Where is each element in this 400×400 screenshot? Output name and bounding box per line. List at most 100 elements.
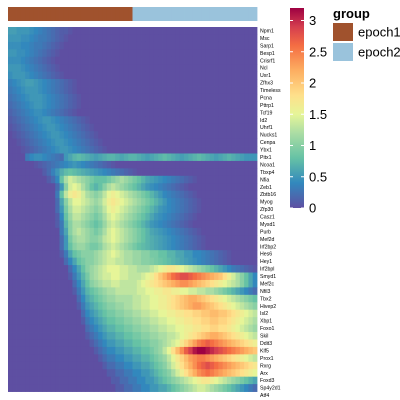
heatmap-cell bbox=[175, 27, 181, 35]
heatmap-cell bbox=[63, 250, 69, 259]
heatmap-cell bbox=[205, 190, 211, 199]
heatmap-cell bbox=[98, 71, 103, 80]
heatmap-cell bbox=[29, 324, 35, 333]
heatmap-cell bbox=[93, 71, 99, 80]
heatmap-cell bbox=[12, 64, 17, 73]
group-annotation-cell bbox=[235, 7, 241, 21]
heatmap-cell bbox=[149, 302, 155, 311]
heatmap-cell bbox=[72, 190, 78, 199]
heatmap-cell bbox=[29, 287, 35, 296]
heatmap-cell bbox=[38, 354, 43, 363]
heatmap-cell bbox=[145, 324, 151, 333]
heatmap-cell bbox=[218, 49, 224, 58]
heatmap-cell bbox=[145, 123, 151, 132]
heatmap-cell bbox=[111, 138, 116, 147]
heatmap-cell bbox=[50, 79, 56, 87]
heatmap-cell bbox=[16, 183, 22, 192]
heatmap-cell bbox=[252, 168, 258, 177]
heatmap-cell bbox=[175, 294, 181, 303]
heatmap-cell bbox=[239, 346, 245, 355]
heatmap-cell bbox=[12, 317, 17, 325]
heatmap-cell bbox=[184, 116, 189, 125]
heatmap-cell bbox=[244, 138, 249, 147]
heatmap-cell bbox=[93, 86, 99, 95]
heatmap-cell bbox=[244, 146, 249, 154]
heatmap-cell bbox=[239, 250, 245, 259]
heatmap-cell bbox=[171, 190, 176, 199]
heatmap-cell bbox=[59, 205, 65, 214]
heatmap-cell bbox=[244, 354, 249, 363]
heatmap-cell bbox=[239, 108, 245, 117]
group-annotation-cell bbox=[205, 7, 211, 21]
heatmap-cell bbox=[214, 257, 219, 266]
group-annotation-cell bbox=[158, 7, 163, 21]
heatmap-cell bbox=[106, 279, 112, 288]
heatmap-cell bbox=[8, 354, 13, 363]
heatmap-cell bbox=[102, 190, 108, 199]
heatmap-cell bbox=[80, 324, 86, 333]
heatmap-cell bbox=[8, 123, 13, 132]
heatmap-cell bbox=[175, 317, 181, 325]
heatmap-cell bbox=[115, 160, 121, 169]
heatmap-cell bbox=[171, 138, 176, 147]
heatmap-cell bbox=[162, 220, 168, 229]
heatmap-cell bbox=[222, 146, 228, 154]
heatmap-cell bbox=[226, 346, 232, 355]
heatmap-cell bbox=[201, 190, 206, 199]
heatmap-cell bbox=[33, 242, 39, 251]
heatmap-cell bbox=[149, 213, 155, 221]
heatmap-cell bbox=[106, 27, 112, 35]
heatmap-cell bbox=[12, 56, 17, 65]
heatmap-cell bbox=[25, 242, 30, 251]
heatmap-cell bbox=[192, 339, 198, 348]
heatmap-cell bbox=[20, 175, 26, 184]
heatmap-cell bbox=[192, 131, 198, 139]
heatmap-cell bbox=[93, 339, 99, 348]
heatmap-cell bbox=[184, 86, 189, 95]
heatmap-cell bbox=[248, 376, 254, 385]
heatmap-cell bbox=[201, 64, 206, 73]
heatmap-cell bbox=[93, 242, 99, 251]
heatmap-cell bbox=[123, 235, 129, 244]
heatmap-cell bbox=[89, 369, 95, 378]
heatmap-cell bbox=[63, 27, 69, 35]
heatmap-cell bbox=[38, 339, 43, 348]
heatmap-cell bbox=[76, 41, 82, 50]
heatmap-cell bbox=[141, 220, 146, 229]
heatmap-cell bbox=[55, 101, 60, 110]
heatmap-cell bbox=[239, 138, 245, 147]
heatmap-cell bbox=[222, 41, 228, 50]
heatmap-cell bbox=[196, 86, 202, 95]
heatmap-cell bbox=[214, 309, 219, 318]
heatmap-cell bbox=[132, 41, 138, 50]
heatmap-cell bbox=[184, 49, 189, 58]
heatmap-cell bbox=[68, 153, 73, 162]
heatmap-cell bbox=[248, 242, 254, 251]
heatmap-cell bbox=[132, 332, 138, 340]
heatmap-cell bbox=[231, 242, 236, 251]
heatmap-cell bbox=[98, 146, 103, 154]
heatmap-cell bbox=[63, 339, 69, 348]
heatmap-cell bbox=[85, 131, 90, 139]
heatmap-cell bbox=[25, 376, 30, 385]
heatmap-cell bbox=[244, 101, 249, 110]
heatmap-cell bbox=[222, 213, 228, 221]
heatmap-cell bbox=[244, 361, 249, 370]
heatmap-cell bbox=[235, 369, 241, 378]
heatmap-cell bbox=[252, 86, 258, 95]
group-annotation-cell bbox=[102, 7, 108, 21]
heatmap-cell bbox=[171, 71, 176, 80]
heatmap-cell bbox=[171, 146, 176, 154]
heatmap-cell bbox=[214, 71, 219, 80]
heatmap-cell bbox=[136, 279, 142, 288]
heatmap-cell bbox=[201, 220, 206, 229]
heatmap-cell bbox=[25, 123, 30, 132]
heatmap-cell bbox=[55, 376, 60, 385]
heatmap-cell bbox=[33, 131, 39, 139]
heatmap-cell bbox=[175, 198, 181, 206]
heatmap-cell bbox=[218, 332, 224, 340]
heatmap-cell bbox=[8, 175, 13, 184]
heatmap-cell bbox=[162, 190, 168, 199]
heatmap-cell bbox=[145, 79, 151, 87]
heatmap-cell bbox=[38, 361, 43, 370]
